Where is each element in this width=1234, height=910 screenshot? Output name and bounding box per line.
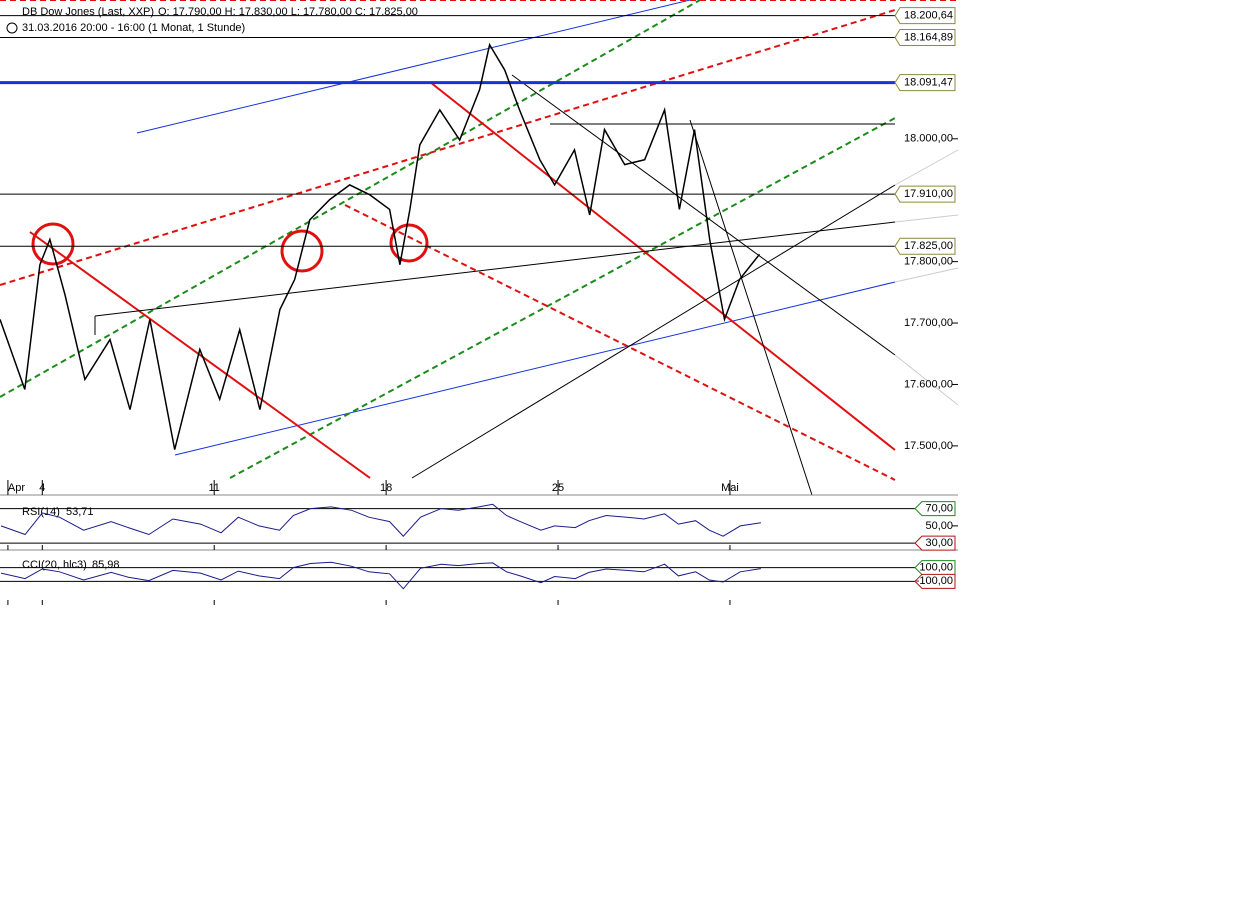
x-tick-label: Mai: [721, 482, 739, 494]
y-tick-label: 17.500,00: [904, 440, 953, 452]
trendlines: [0, 0, 959, 496]
level-label: 18.091,47: [904, 77, 953, 89]
ohlc: O: 17.790,00 H: 17.830,00 L: 17.780,00 C…: [158, 6, 418, 18]
clock-icon: [6, 22, 18, 34]
header-bg: [0, 2, 450, 36]
level-label: 17.825,00: [904, 240, 953, 252]
tick-box: [914, 535, 956, 551]
y-tick-label: 18.000,00: [904, 133, 953, 145]
price-line: [0, 42, 761, 450]
x-tick-label: Apr: [8, 482, 25, 494]
tick-box: [914, 573, 956, 589]
x-tick-label: 18: [380, 482, 392, 494]
level-box: [894, 29, 956, 47]
y-tick-label: 17.700,00: [904, 317, 953, 329]
indicator-name: CCI(20, hlc3): [22, 559, 87, 571]
level-box: [894, 185, 956, 203]
indicator-line: [0, 561, 761, 590]
x-tick-label: 25: [552, 482, 564, 494]
y-tick-label: 17.600,00: [904, 378, 953, 390]
period: 31.03.2016 20:00 - 16:00 (1 Monat, 1 Stu…: [22, 22, 245, 34]
y-tick-label: -100,00: [916, 575, 953, 587]
level-box: [894, 74, 956, 92]
x-tick-label: 4: [39, 482, 45, 494]
x-tick-label: 11: [208, 482, 219, 494]
y-tick-label: 50,00: [925, 520, 953, 532]
indicator-line: [0, 503, 761, 537]
y-tick-label: 17.800,00: [904, 256, 953, 268]
level-label: 18.200,64: [904, 9, 953, 21]
tick-box: [914, 501, 956, 517]
y-tick-label: 100,00: [919, 562, 953, 574]
level-label: 17.910,00: [904, 188, 953, 200]
indicator-value: 85,98: [92, 559, 120, 571]
indicator-value: 53,71: [66, 506, 94, 518]
level-label: 18.164,89: [904, 31, 953, 43]
chart-title: DB Dow Jones (Last, XXP): [22, 6, 154, 18]
y-tick-label: 70,00: [925, 503, 953, 515]
level-box: [894, 7, 956, 25]
y-tick-label: 30,00: [925, 537, 953, 549]
tick-box: [914, 560, 956, 576]
level-box: [894, 237, 956, 255]
